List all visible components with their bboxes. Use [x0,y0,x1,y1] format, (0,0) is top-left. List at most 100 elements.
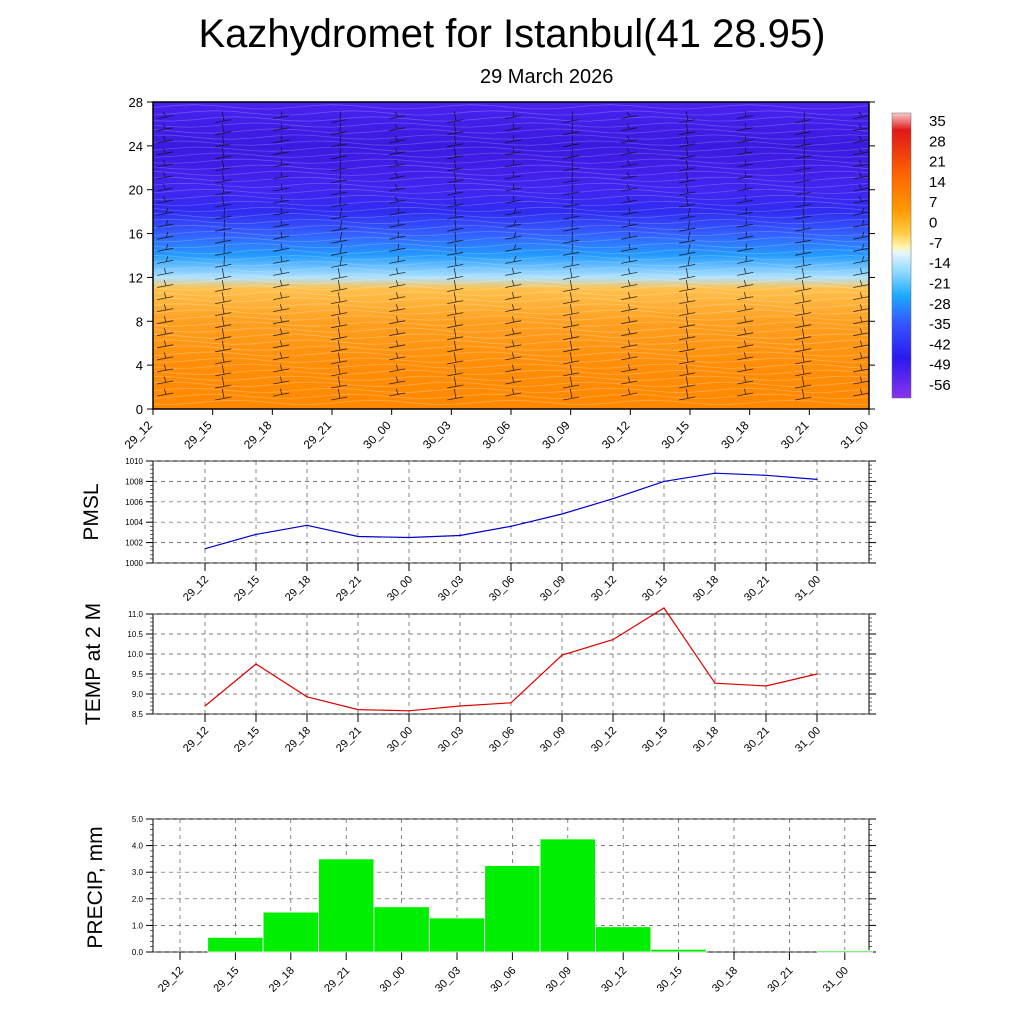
heatmap-fill [153,102,869,409]
heatmap-y-tick-label: 8 [136,314,143,329]
colorbar-label: -21 [929,275,951,292]
heatmap-x-tick-label: 30_09 [539,418,573,452]
isotherm-line [153,134,869,140]
heatmap-y-tick-label: 0 [136,402,143,417]
wind-barb [447,159,464,172]
wind-barb [157,135,174,144]
colorbar-bar [891,112,912,399]
wind-barb [853,207,869,216]
wind-barb [679,219,696,232]
wind-barb [389,219,406,228]
wind-barb [505,328,522,337]
wind-barb [157,364,174,373]
isotherm-line [153,242,869,249]
wind-barb [737,195,754,204]
wind-barb [679,340,696,353]
data-point [204,548,206,550]
heatmap-x-tick-label: 29_18 [241,418,275,452]
y-tick-label: 1000 [125,559,143,568]
wind-barb [447,135,464,148]
x-tick-label: 29_12 [181,574,211,604]
x-tick-label: 30_12 [599,965,629,995]
wind-barb [505,183,522,192]
wind-barb [679,364,696,377]
wind-barb [157,280,174,288]
x-tick-label: 30_18 [710,965,740,995]
wind-barb [215,388,232,401]
wind-barb [215,243,232,256]
wind-barb [679,243,696,256]
wind-barb [447,123,464,136]
wind-barb [795,376,812,389]
isotherm-line [153,291,869,297]
wind-barb [853,135,869,144]
wind-barb [505,304,522,312]
wind-barb [505,219,522,228]
wind-barb [389,184,406,192]
y-tick-label: 9.0 [132,690,144,699]
colorbar-label: -28 [929,296,951,313]
wind-barb [447,111,464,123]
isotherm-line [153,182,869,188]
precip-bar [373,906,430,953]
wind-barb [621,340,638,349]
wind-barb [447,183,464,196]
heatmap-y-tick-label: 16 [129,227,143,242]
heatmap-x-tick-label: 30_21 [778,418,812,452]
x-tick-label: 29_15 [232,725,262,755]
data-point [612,498,614,500]
y-tick-label: 10.0 [127,650,143,659]
x-tick-label: 29_12 [156,965,186,995]
x-tick-label: 29_15 [211,965,241,995]
x-tick-label: 30_15 [640,574,670,604]
wind-barb [853,111,869,119]
isotherm-line [153,357,869,363]
wind-barb [795,171,812,184]
isotherm-contours [153,104,869,405]
wind-barb [331,231,348,244]
wind-barb [215,292,232,304]
wind-barb [447,255,464,268]
wind-barb [679,123,696,136]
wind-barb [389,292,406,300]
wind-barb [737,207,754,216]
data-point [204,705,206,707]
wind-barb [853,316,869,325]
x-tick-label: 30_21 [765,965,795,995]
wind-barb [737,364,754,373]
wind-barb [563,171,580,184]
isotherm-line [153,206,869,213]
wind-barb [389,304,406,312]
wind-barb [215,159,232,172]
wind-barb [795,316,812,329]
wind-barb [389,243,406,252]
data-point [663,480,665,482]
wind-barb [563,364,580,377]
wind-barb [505,376,522,385]
heatmap-y-tick-label: 28 [129,95,143,110]
isotherm-line [153,351,869,357]
wind-barb [331,292,348,304]
wind-barb [679,195,696,208]
x-tick-label: 31_00 [793,725,823,755]
wind-barb [389,196,406,204]
data-point [714,472,716,474]
wind-barb [853,304,869,312]
isotherm-line [153,218,869,225]
wind-barb [795,352,812,365]
data-point [663,607,665,609]
wind-barb [621,171,638,180]
wind-barb [331,304,348,316]
wind-barb [215,352,232,365]
wind-barb [157,304,174,312]
heatmap-y-tick-label: 4 [136,358,143,373]
data-point [765,474,767,476]
wind-barb [505,147,522,156]
isotherm-line [153,297,869,303]
isotherm-line [153,345,869,351]
colorbar-label: 21 [929,154,946,171]
heatmap-x-tick-label: 29_12 [122,418,156,452]
wind-barb [853,171,869,180]
wind-barb [331,207,348,220]
x-tick-label: 29_18 [267,965,297,995]
